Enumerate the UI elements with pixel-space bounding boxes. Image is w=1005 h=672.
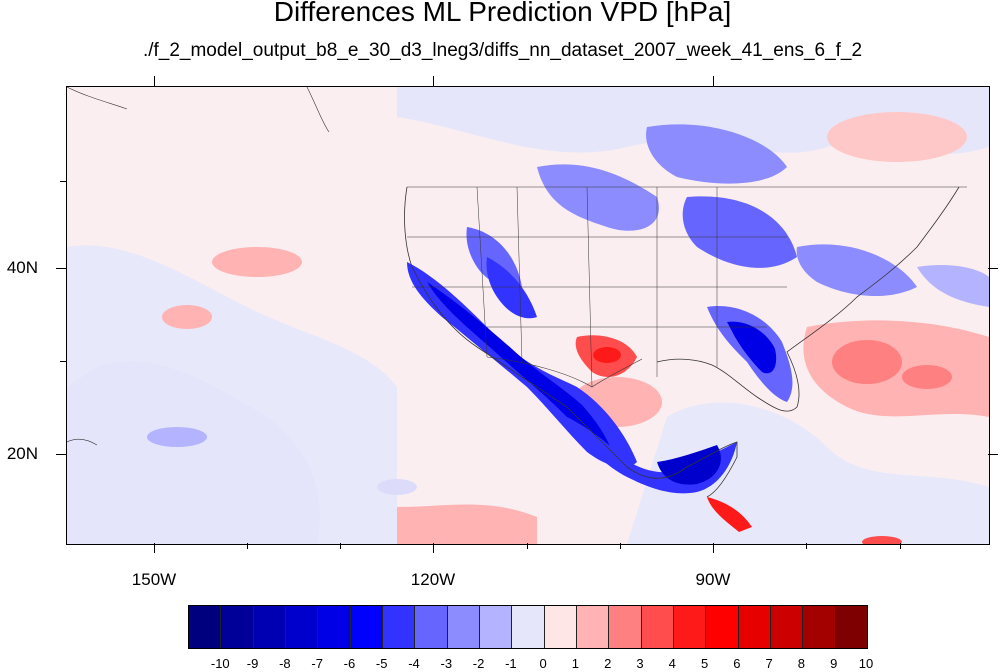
x-label-90w: 90W [695,570,731,589]
positive-patch-pacific-1 [212,247,302,277]
negative-band-west-core [427,282,612,452]
colorbar [188,605,868,649]
x-label-150w: 150W [131,570,177,589]
colorbar-swatch [576,606,610,648]
state-borders-horizontal [407,236,787,328]
colorbar-label: 10 [858,656,874,671]
colorbar-label: -9 [246,656,259,671]
colorbar-label: -3 [440,656,453,671]
colorbar-swatch [512,606,545,648]
colorbar-swatch [803,606,836,648]
map-subtitle: ./f_2_model_output_b8_e_30_d3_lneg3/diff… [142,40,863,61]
y-tick-40n [56,268,66,269]
x-tick-90w-top [713,76,714,86]
colorbar-label: -10 [210,656,230,671]
y-tick-20n-right [988,454,998,455]
field-pale-blue-southwest [67,361,320,544]
colorbar-swatch [770,606,804,648]
negative-patch-rockies [486,257,537,319]
map-title: Differences ML Prediction VPD [hPa] [273,0,732,27]
positive-patch-central-america [707,497,752,532]
y-tick-20n [56,454,66,455]
colorbar-label: -4 [408,656,420,671]
colorbar-label: 6 [733,656,741,671]
colorbar-label: -2 [472,656,485,671]
positive-patch-southeast-corner [862,536,902,544]
positive-patch-atlantic-core [832,340,902,384]
positive-patch-atlantic-core-2 [902,365,952,389]
vpd-difference-field [67,87,989,544]
x-tick-150w-top [154,76,155,86]
positive-patch-pacific-2 [162,305,212,329]
colorbar-label: 9 [830,656,838,671]
border-us-mexico [486,356,643,388]
colorbar-swatch [415,606,448,648]
colorbar-swatch [221,606,254,648]
colorbar-label: 0 [539,656,547,671]
colorbar-label: 5 [700,656,709,671]
negative-patch-east [796,244,917,297]
x-tick-120w [433,543,434,553]
colorbar-swatch [189,606,222,648]
x-tick-minor [900,543,901,549]
colorbar-label: 4 [668,656,676,671]
positive-patch-texas-core [593,347,621,363]
coastline-east [656,186,960,412]
colorbar-label: -1 [505,656,517,671]
y-tick-40n-right [988,268,998,269]
y-tick-minor [60,181,66,182]
x-tick-120w-top [433,76,434,86]
colorbar-label: 3 [636,656,644,671]
coastline-west [404,186,738,498]
coastline-alaska [67,87,330,133]
colorbar-label: 2 [604,656,612,671]
y-tick-minor [60,361,66,362]
negative-patch-canada [646,124,787,184]
colorbar-swatch [738,606,771,648]
positive-patch-northeast [827,112,967,162]
colorbar-swatch [835,606,867,648]
positive-patch-south-pacific [397,504,537,544]
x-tick-150w [154,543,155,553]
colorbar-swatch [706,606,739,648]
x-tick-minor [620,543,621,549]
coastline-hawaii [67,438,98,446]
colorbar-label: 8 [797,656,806,671]
colorbar-swatch [350,606,383,648]
colorbar-swatch [253,606,286,648]
negative-patch-northern-plains [537,164,659,231]
x-tick-minor [247,543,248,549]
colorbar-swatch [285,606,319,648]
colorbar-swatch [673,606,707,648]
colorbar-label: 1 [571,656,580,671]
colorbar-label: 7 [765,656,773,671]
colorbar-label: -7 [311,656,323,671]
x-tick-minor [806,543,807,549]
colorbar-label: -5 [375,656,388,671]
negative-patch-east-pacific [377,479,417,495]
colorbar-label: -6 [343,656,356,671]
map-plot-area [66,86,990,545]
y-label-20n: 20N [6,444,38,463]
colorbar-swatch [609,606,642,648]
x-tick-90w [713,543,714,553]
x-tick-minor [527,543,528,549]
negative-patch-great-lakes [682,196,797,268]
x-tick-minor [340,543,341,549]
colorbar-swatch [318,606,351,648]
colorbar-swatch [447,606,480,648]
colorbar-swatch [479,606,513,648]
colorbar-swatch [544,606,577,648]
negative-patch-northeast-coast [917,265,989,307]
colorbar-swatch [382,606,416,648]
negative-patch-southeast-core [727,321,777,374]
negative-patch-hawaii [147,427,207,447]
y-label-40n: 40N [6,258,38,277]
colorbar-label: -8 [279,656,291,671]
colorbar-swatch [641,606,674,648]
x-label-120w: 120W [410,570,456,589]
